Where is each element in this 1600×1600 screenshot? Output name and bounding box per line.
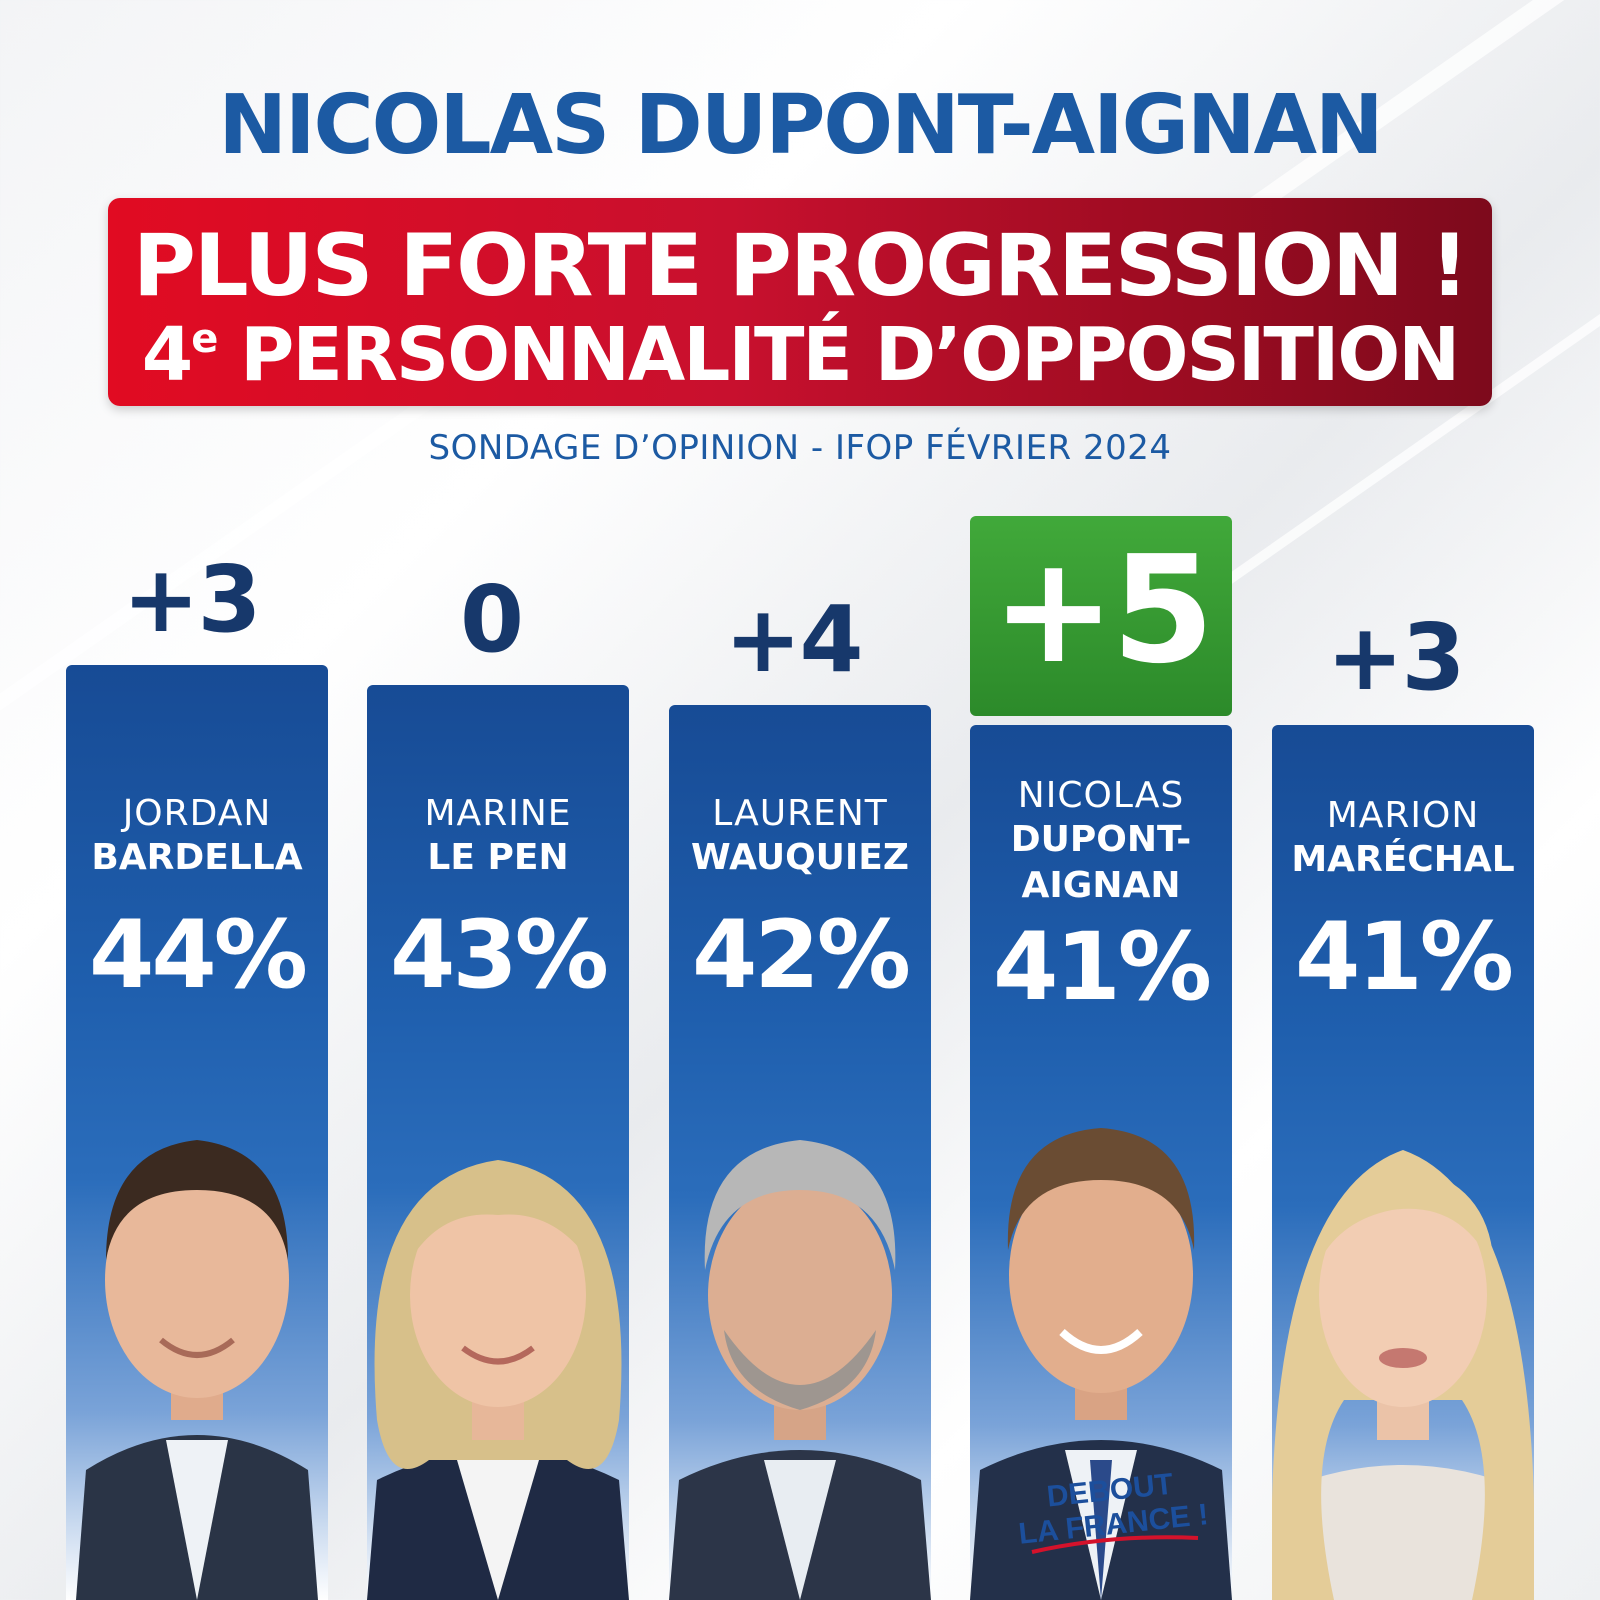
candidate-portrait: [367, 1160, 629, 1600]
change-label: +3: [122, 546, 261, 653]
change-label: +3: [1326, 604, 1465, 711]
candidate-first-name: JORDAN: [122, 793, 272, 834]
banner-headline: PLUS FORTE PROGRESSION !: [132, 216, 1469, 316]
candidate-portrait: [76, 1140, 318, 1600]
candidate-portrait: [970, 1128, 1232, 1600]
percentage-label: 42%: [692, 901, 911, 1010]
candidate-first-name: LAURENT: [712, 793, 888, 834]
candidate-last-name: WAUQUIEZ: [690, 837, 909, 878]
page-title: NICOLAS DUPONT-AIGNAN: [218, 78, 1383, 173]
change-label: +5: [991, 524, 1215, 696]
bar-column: MARION MARÉCHAL 41%: [1272, 725, 1534, 1600]
percentage-label: 44%: [89, 901, 308, 1010]
rank-suffix: e: [191, 316, 218, 362]
candidate-last-name: DUPONT-: [1010, 819, 1192, 860]
bar-column-highlight: NICOLAS DUPONT- AIGNAN 41%: [970, 725, 1232, 1600]
candidate-last-name: MARÉCHAL: [1291, 839, 1515, 880]
candidate-portrait: [669, 1140, 931, 1600]
banner-subheadline-text: PERSONNALITÉ D’OPPOSITION: [216, 312, 1460, 398]
highlight-change-badge: +5: [970, 516, 1232, 716]
bar-column: LAURENT WAUQUIEZ 42%: [669, 705, 931, 1600]
percentage-label: 41%: [993, 913, 1212, 1022]
headline-banner: PLUS FORTE PROGRESSION ! 4e PERSONNALITÉ…: [108, 198, 1492, 406]
candidate-last-name: LE PEN: [427, 837, 569, 878]
candidate-last-name: BARDELLA: [91, 837, 303, 878]
percentage-label: 41%: [1295, 903, 1514, 1012]
rank-number: 4: [141, 312, 193, 398]
candidate-portrait: [1272, 1150, 1534, 1600]
bar-column: JORDAN BARDELLA 44%: [66, 665, 328, 1600]
party-logo: DEBOUT LA FRANCE !: [1017, 1468, 1210, 1554]
poll-source: SONDAGE D’OPINION - IFOP FÉVRIER 2024: [428, 428, 1172, 468]
candidate-first-name: MARION: [1326, 795, 1480, 836]
candidate-first-name: NICOLAS: [1017, 775, 1185, 816]
banner-subheadline: 4e PERSONNALITÉ D’OPPOSITION: [108, 312, 1492, 398]
candidate-last-name: AIGNAN: [1021, 865, 1181, 906]
logo-swoosh: [1031, 1535, 1199, 1554]
bar-column: MARINE LE PEN 43%: [367, 685, 629, 1600]
percentage-label: 43%: [390, 901, 609, 1010]
change-label: +4: [724, 586, 863, 693]
change-label: 0: [459, 566, 524, 673]
candidate-first-name: MARINE: [424, 793, 572, 834]
